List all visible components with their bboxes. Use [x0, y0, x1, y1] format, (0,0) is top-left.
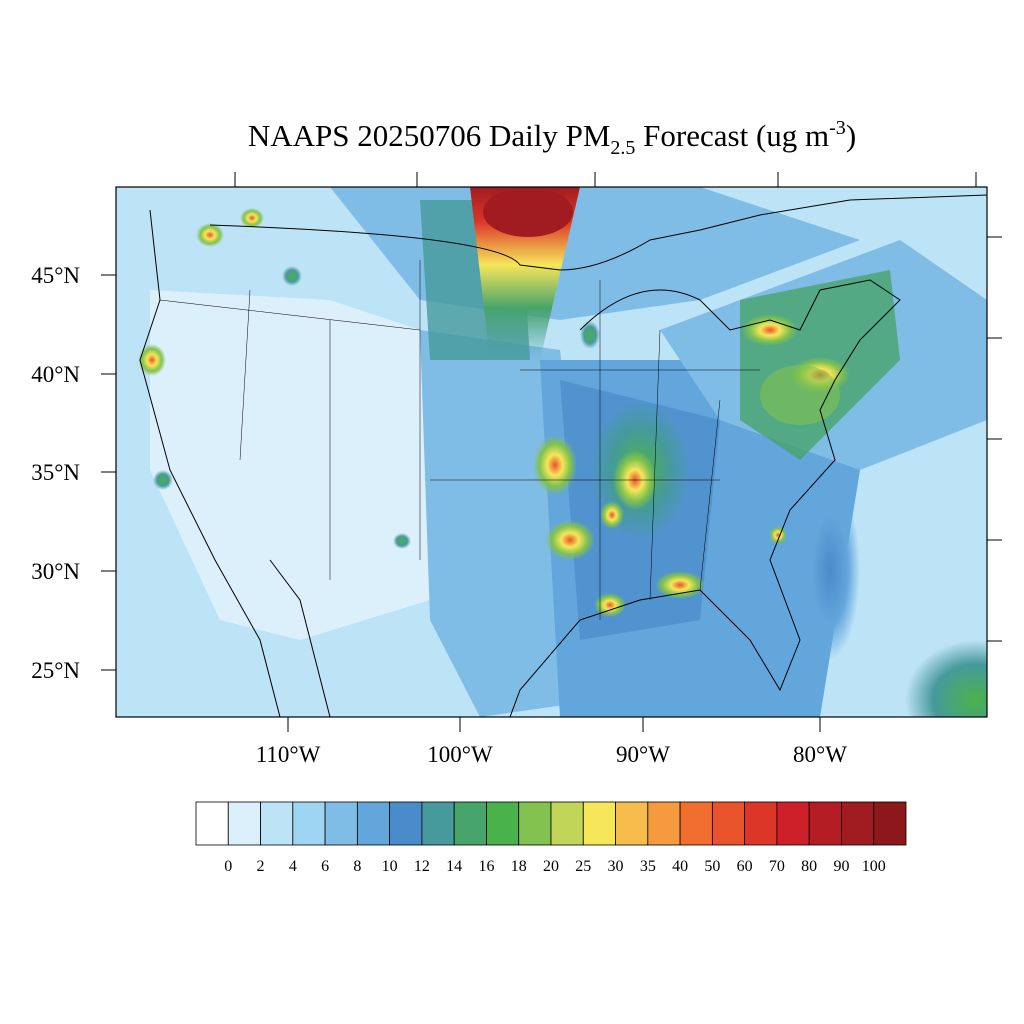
colorbar-label: 12 [414, 858, 430, 875]
lat-label: 35°N [31, 460, 80, 485]
colorbar-box [292, 801, 326, 846]
colorbar-box [647, 801, 681, 846]
colorbar-box [679, 801, 713, 846]
colorbar-label: 10 [382, 858, 398, 875]
colorbar-box [841, 801, 875, 846]
lon-label: 100°W [427, 742, 493, 767]
colorbar-label: 50 [704, 858, 720, 875]
colorbar-label: 60 [737, 858, 753, 875]
colorbar-box [195, 801, 229, 846]
colorbar-box [260, 801, 294, 846]
colorbar-box [421, 801, 455, 846]
map-field [116, 187, 987, 717]
colorbar: 0 2 4 6 8 10 12 14 16 18 20 25 30 35 40 50 60 70 80 90 100 [195, 801, 907, 875]
colorbar-box [744, 801, 778, 846]
colorbar-box [711, 801, 746, 846]
colorbar-label: 6 [321, 858, 329, 875]
colorbar-box [582, 801, 616, 846]
lon-label: 90°W [616, 742, 670, 767]
lat-label: 30°N [31, 559, 80, 584]
colorbar-box [486, 801, 520, 846]
colorbar-box [227, 801, 261, 846]
colorbar-box [808, 801, 842, 846]
colorbar-label: 80 [801, 858, 817, 875]
lon-label: 80°W [793, 742, 847, 767]
colorbar-box [550, 801, 584, 846]
lat-label: 40°N [31, 362, 80, 387]
colorbar-label: 70 [769, 858, 785, 875]
colorbar-label: 100 [862, 858, 886, 875]
colorbar-box [324, 801, 358, 846]
colorbar-label: 18 [511, 858, 527, 875]
lat-label: 45°N [31, 263, 80, 288]
colorbar-box [518, 801, 552, 846]
lon-label: 110°W [256, 742, 321, 767]
colorbar-label: 2 [257, 858, 265, 875]
colorbar-label: 40 [672, 858, 688, 875]
colorbar-label: 4 [289, 858, 297, 875]
map-frame [115, 186, 988, 718]
colorbar-box [776, 801, 810, 846]
colorbar-label: 16 [478, 858, 494, 875]
colorbar-box [389, 801, 423, 846]
colorbar-label: 35 [640, 858, 656, 875]
colorbar-label: 0 [224, 858, 232, 875]
colorbar-label: 14 [446, 858, 462, 875]
title: NAAPS 20250706 Daily PM2.5 Forecast (ug … [248, 117, 856, 159]
colorbar-label: 90 [833, 858, 849, 875]
colorbar-box [356, 801, 391, 846]
colorbar-box [615, 801, 649, 846]
colorbar-label: 30 [608, 858, 624, 875]
colorbar-label: 8 [353, 858, 361, 875]
frame-ticks [101, 172, 1002, 732]
lat-label: 25°N [31, 658, 80, 683]
axis-labels: 45°N 40°N 35°N 30°N 25°N 110°W 100°W 90°W 80°W [31, 263, 847, 767]
colorbar-box [873, 801, 907, 846]
colorbar-label: 25 [575, 858, 591, 875]
colorbar-label: 20 [543, 858, 559, 875]
colorbar-box [453, 801, 487, 846]
